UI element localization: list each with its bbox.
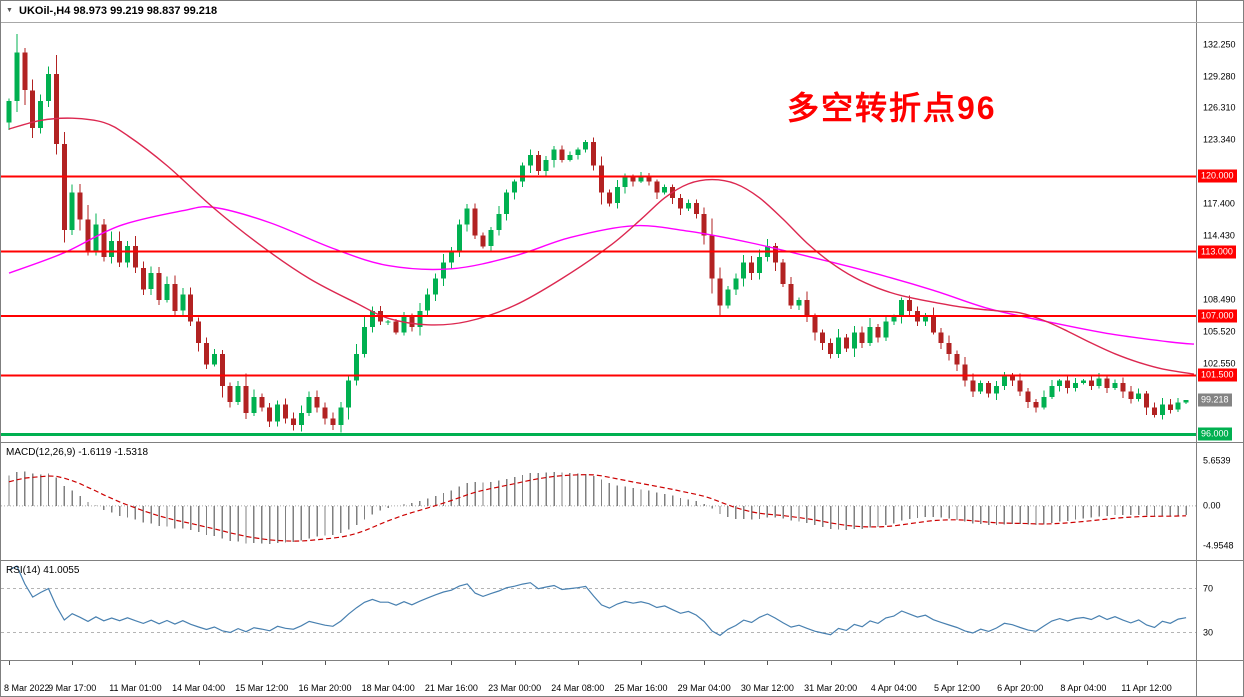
- price-label: 123.340: [1203, 134, 1236, 145]
- price-label: 105.520: [1203, 326, 1236, 337]
- time-label: 9 Mar 17:00: [48, 683, 97, 693]
- time-axis-corner: [1196, 661, 1243, 696]
- rsi-axis-label: 30: [1203, 627, 1214, 637]
- time-tick: [1083, 661, 1085, 665]
- price-chart-plot[interactable]: [1, 1, 1196, 442]
- time-tick: [135, 661, 137, 665]
- time-tick: [261, 661, 263, 665]
- time-label: 5 Apr 12:00: [933, 683, 981, 693]
- rsi-plot[interactable]: [1, 561, 1196, 660]
- time-axis: 8 Mar 2022 9 Mar 17:00 11 Mar 01:00 14 Mar …: [1, 660, 1243, 696]
- macd-plot[interactable]: [1, 443, 1196, 560]
- time-tick: [388, 661, 390, 665]
- rsi-axis-label: 70: [1203, 583, 1214, 593]
- macd-name: MACD(12,26,9): [6, 447, 76, 458]
- resistance-price-badge: 101.500: [1198, 368, 1237, 382]
- rsi-axis: 70 30: [1196, 561, 1243, 660]
- time-tick: [704, 661, 706, 665]
- time-tick: [72, 661, 74, 665]
- main-chart-panel: ▼ UKOil-,H4 98.973 99.219 98.837 99.218 …: [1, 1, 1243, 442]
- resistance-price-badge: 113.000: [1198, 245, 1236, 259]
- time-tick: [514, 661, 516, 665]
- price-axis: 132.250 129.280 126.310 123.340 117.400 114.4…: [1196, 1, 1243, 442]
- rsi-value: 41.0055: [43, 565, 80, 576]
- rsi-name: RSI(14): [6, 565, 41, 576]
- time-tick: [451, 661, 453, 665]
- time-label: 18 Mar 04:00: [361, 683, 415, 693]
- time-label: 6 Apr 20:00: [997, 683, 1044, 693]
- time-label: 31 Mar 20:00: [804, 683, 858, 693]
- price-label: 108.490: [1203, 294, 1236, 305]
- time-tick: [893, 661, 895, 665]
- time-tick: [577, 661, 579, 665]
- price-label: 129.280: [1203, 71, 1236, 81]
- macd-values: -1.6119 -1.5318: [78, 447, 149, 458]
- time-label: 21 Mar 16:00: [424, 683, 478, 693]
- macd-label: MACD(12,26,9) -1.6119 -1.5318: [6, 447, 148, 458]
- time-tick: [830, 661, 832, 665]
- time-label: 25 Mar 16:00: [614, 683, 668, 693]
- time-tick: [325, 661, 326, 665]
- time-label: 4 Apr 04:00: [870, 683, 917, 693]
- macd-histogram: [8, 471, 1187, 544]
- time-tick: [641, 661, 642, 665]
- rsi-panel: RSI(14) 41.0055 70 30: [1, 560, 1243, 660]
- chart-title: ▼ UKOil-,H4 98.973 99.219 98.837 99.218: [6, 5, 217, 17]
- time-tick: [198, 661, 200, 665]
- ma-fast-line: [8, 117, 1195, 375]
- macd-signal-line: [8, 474, 1187, 542]
- time-tick: [767, 661, 769, 665]
- rsi-line: [8, 565, 1187, 637]
- annotation-text: 多空转折点96: [787, 90, 997, 126]
- macd-axis-zero: 0.00: [1203, 500, 1221, 511]
- time-tick: [1146, 661, 1148, 665]
- macd-panel: MACD(12,26,9) -1.6119 -1.5318 5.6539 0.00…: [1, 442, 1243, 560]
- time-label: 8 Apr 04:00: [1060, 683, 1107, 693]
- time-label: 11 Apr 12:00: [1121, 683, 1172, 693]
- resistance-price-badge: 107.000: [1198, 309, 1237, 323]
- time-tick: [957, 661, 958, 665]
- macd-axis-min: -4.9548: [1203, 540, 1234, 551]
- candles: [6, 33, 1189, 433]
- price-label: 114.430: [1203, 230, 1235, 241]
- price-label: 102.550: [1203, 358, 1236, 369]
- time-label: 30 Mar 12:00: [740, 683, 794, 693]
- time-label: 23 Mar 00:00: [488, 683, 542, 693]
- time-label: 8 Mar 2022: [4, 683, 50, 693]
- time-label: 14 Mar 04:00: [172, 683, 226, 693]
- support-price-badge: 96.000: [1198, 427, 1232, 441]
- horizontal-lines: [1, 175, 1196, 436]
- macd-axis-max: 5.6539: [1203, 455, 1231, 466]
- current-price-badge: 99.218: [1198, 393, 1232, 407]
- time-tick: [1020, 661, 1022, 665]
- time-label: 16 Mar 20:00: [298, 683, 352, 693]
- rsi-label: RSI(14) 41.0055: [6, 565, 79, 576]
- price-label: 117.400: [1203, 198, 1235, 209]
- time-label: 11 Mar 01:00: [109, 683, 162, 693]
- macd-axis: 5.6539 0.00 -4.9548: [1196, 443, 1243, 560]
- time-label: 29 Mar 04:00: [677, 683, 731, 693]
- ohlc-values: 98.973 99.219 98.837 99.218: [73, 5, 218, 17]
- time-tick: [9, 661, 10, 665]
- symbol-timeframe: UKOil-,H4: [19, 5, 71, 17]
- ma-slow-line: [8, 206, 1195, 345]
- price-label: 132.250: [1203, 39, 1236, 50]
- time-label: 24 Mar 08:00: [551, 683, 605, 693]
- time-label: 15 Mar 12:00: [235, 683, 289, 693]
- price-label: 126.310: [1203, 102, 1236, 113]
- resistance-price-badge: 120.000: [1198, 169, 1237, 183]
- title-separator: [1, 22, 1243, 23]
- symbol-dropdown-icon[interactable]: ▼: [6, 7, 13, 14]
